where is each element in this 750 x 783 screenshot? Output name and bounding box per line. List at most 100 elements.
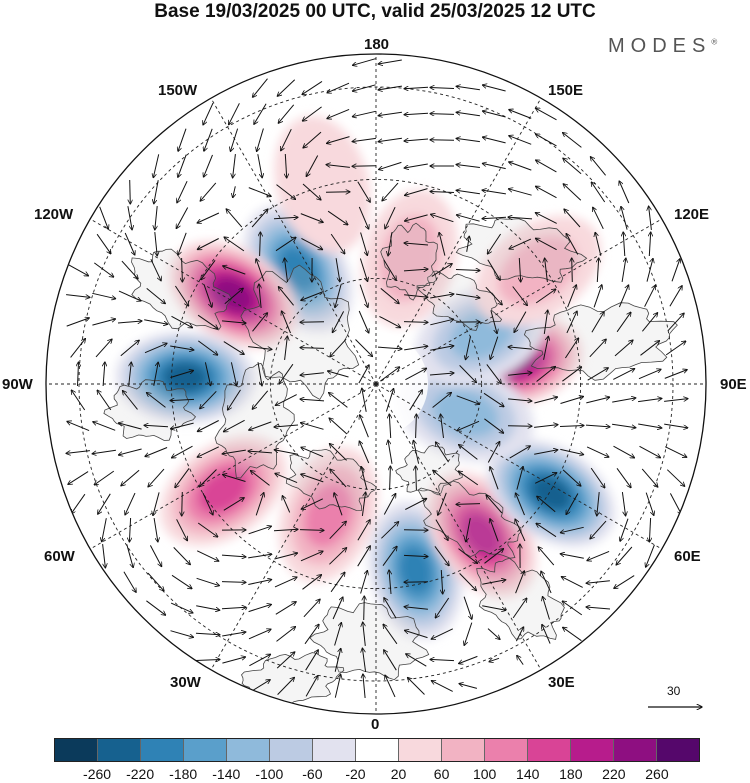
graticule bbox=[46, 54, 706, 714]
wind-vector bbox=[589, 339, 606, 358]
wind-vector bbox=[273, 529, 298, 530]
wind-vector bbox=[248, 580, 271, 585]
wind-vector bbox=[430, 192, 455, 193]
wind-vector bbox=[257, 362, 262, 386]
wind-vector bbox=[649, 517, 650, 542]
wind-vector bbox=[155, 206, 157, 230]
wind-vector bbox=[248, 629, 271, 640]
wind-vector bbox=[536, 186, 557, 199]
wind-vector bbox=[196, 550, 219, 561]
wind-vector bbox=[438, 492, 447, 515]
wind-vector bbox=[490, 519, 499, 542]
wind-vector bbox=[357, 520, 370, 541]
wind-vector bbox=[404, 163, 428, 168]
wind-vector bbox=[430, 319, 453, 326]
wind-vector bbox=[301, 423, 324, 430]
wind-vector bbox=[277, 677, 295, 695]
wind-vector bbox=[277, 79, 296, 96]
colorbar-tick-label: -60 bbox=[302, 766, 323, 782]
wind-vector bbox=[623, 232, 625, 257]
wind-vector bbox=[200, 182, 217, 201]
wind-vector bbox=[664, 423, 688, 428]
wind-vector bbox=[382, 546, 397, 566]
wind-vector bbox=[455, 270, 480, 271]
wind-vector bbox=[178, 154, 187, 178]
wind-vector bbox=[195, 633, 220, 635]
wind-vector bbox=[98, 493, 111, 514]
wind-vector bbox=[335, 258, 340, 282]
wind-vector bbox=[230, 128, 239, 152]
wind-vector bbox=[562, 367, 581, 382]
wind-vector bbox=[385, 389, 393, 412]
wind-vector bbox=[666, 469, 684, 487]
wind-vector bbox=[153, 154, 160, 177]
wind-vector bbox=[405, 188, 428, 196]
lon-label-60e: 60E bbox=[674, 548, 701, 565]
colorbar-swatch bbox=[571, 739, 614, 761]
wind-vector bbox=[305, 650, 319, 671]
wind-vector bbox=[121, 469, 140, 486]
wind-vector bbox=[585, 425, 610, 427]
coastline bbox=[240, 264, 360, 401]
wind-vector bbox=[404, 243, 429, 245]
wind-vector bbox=[515, 571, 525, 594]
wind-vector bbox=[404, 295, 428, 297]
wind-vector bbox=[593, 285, 602, 308]
wind-vector bbox=[359, 284, 368, 308]
wind-vector bbox=[519, 257, 520, 282]
wind-vector bbox=[94, 262, 113, 277]
anomaly-contour bbox=[432, 389, 499, 437]
colorbar-swatch bbox=[528, 739, 571, 761]
wind-vector bbox=[357, 546, 371, 567]
wind-vector bbox=[172, 445, 193, 458]
anomaly-contour bbox=[531, 476, 571, 511]
wind-vector bbox=[103, 362, 105, 387]
wind-vector bbox=[416, 414, 417, 439]
wind-vector bbox=[126, 544, 133, 567]
wind-vector bbox=[326, 165, 350, 168]
wind-vector bbox=[233, 154, 236, 178]
wind-vector bbox=[92, 449, 116, 454]
map-border bbox=[45, 53, 707, 715]
wind-vector bbox=[275, 237, 296, 252]
wind-vector bbox=[361, 492, 365, 516]
wind-vector bbox=[118, 290, 141, 301]
wind-vector bbox=[433, 470, 452, 487]
wind-vector bbox=[154, 180, 159, 204]
wind-vector bbox=[360, 571, 368, 594]
wind-vector bbox=[201, 260, 216, 279]
wind-vector bbox=[203, 102, 214, 125]
wind-vector bbox=[300, 348, 325, 349]
wind-vector bbox=[278, 287, 294, 306]
wind-vector bbox=[560, 397, 584, 404]
wind-vector bbox=[456, 86, 480, 91]
wind-vector bbox=[613, 369, 634, 380]
wind-vector bbox=[404, 607, 428, 610]
wind-vector bbox=[252, 313, 268, 332]
wind-vector bbox=[591, 182, 606, 203]
wind-vector bbox=[70, 339, 86, 358]
meridian-line bbox=[375, 383, 677, 558]
wind-vector bbox=[330, 469, 347, 488]
meridian-line bbox=[375, 83, 550, 385]
colorbar-swatch bbox=[442, 739, 485, 761]
wind-vector bbox=[439, 232, 446, 256]
wind-vector bbox=[300, 322, 325, 323]
wind-vector bbox=[645, 492, 654, 516]
wind-vector bbox=[248, 346, 272, 350]
meridian-line bbox=[375, 210, 677, 385]
wind-vector bbox=[563, 133, 582, 148]
wind-vector bbox=[358, 365, 369, 384]
wind-vector bbox=[200, 390, 217, 408]
wind-vector bbox=[203, 284, 212, 308]
wind-vector bbox=[223, 475, 246, 482]
wind-vector bbox=[562, 469, 581, 486]
wind-vector bbox=[536, 523, 557, 538]
wind-vector bbox=[534, 397, 557, 404]
lon-label-150e: 150E bbox=[548, 82, 584, 99]
wind-vector bbox=[404, 139, 429, 141]
wind-vector bbox=[248, 554, 272, 559]
wind-vector bbox=[146, 288, 166, 303]
wind-vector bbox=[456, 293, 480, 298]
wind-vector bbox=[274, 577, 297, 588]
